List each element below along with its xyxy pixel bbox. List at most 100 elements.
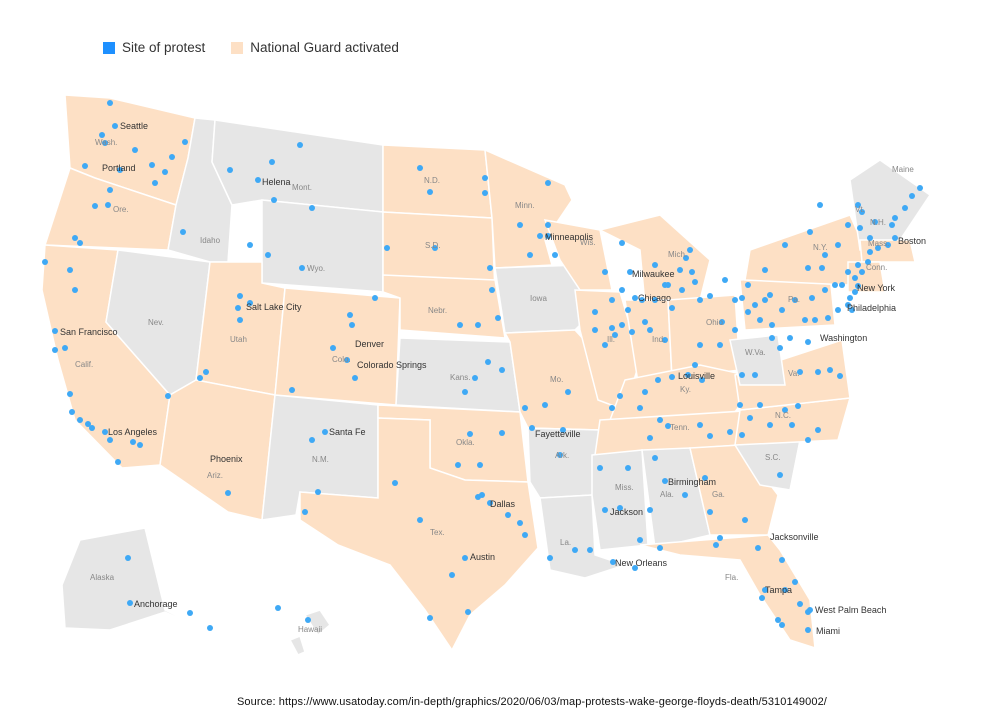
protest-dot — [867, 249, 873, 255]
state-label: N.M. — [312, 455, 329, 464]
state-labels: Wash. Ore. Calif. Nev. Idaho Mont. Wyo. Utah Ari… — [75, 138, 914, 634]
protest-dot — [467, 431, 473, 437]
protest-dot — [627, 269, 633, 275]
protest-dot — [612, 332, 618, 338]
protest-dot — [745, 282, 751, 288]
protest-dot — [417, 165, 423, 171]
protest-dot — [72, 287, 78, 293]
protest-dot — [602, 342, 608, 348]
protest-dot — [52, 347, 58, 353]
protest-dot — [757, 402, 763, 408]
city-label: Boston — [898, 236, 926, 246]
protest-dot — [89, 425, 95, 431]
protest-dot — [807, 229, 813, 235]
city-labels: Seattle Portland Helena San Francisco Salt L… — [60, 121, 926, 636]
protest-dot — [752, 372, 758, 378]
state-label: Hawaii — [298, 625, 322, 634]
protest-dot — [115, 459, 121, 465]
protest-dot — [872, 219, 878, 225]
state-label: Pa. — [788, 295, 800, 304]
protest-dot — [769, 335, 775, 341]
state-label: N.D. — [424, 176, 440, 185]
state-wva — [729, 334, 786, 386]
protest-dot — [462, 389, 468, 395]
protest-dot — [875, 245, 881, 251]
state-mont — [211, 119, 384, 213]
protest-dot — [657, 545, 663, 551]
protest-dot — [82, 163, 88, 169]
state-wyo — [261, 199, 384, 293]
protest-dot — [117, 167, 123, 173]
city-label: Portland — [102, 163, 136, 173]
protest-dot — [815, 427, 821, 433]
state-label: Wyo. — [307, 264, 325, 273]
protest-dot — [812, 317, 818, 323]
protest-dot — [797, 369, 803, 375]
state-label: Vt. — [855, 205, 865, 214]
protest-dot — [727, 429, 733, 435]
protest-dot — [779, 622, 785, 628]
state-label: Ky. — [680, 385, 691, 394]
protest-dot — [472, 375, 478, 381]
protest-dot — [227, 167, 233, 173]
protest-dot — [742, 517, 748, 523]
city-label: Los Angeles — [108, 427, 158, 437]
protest-dot — [839, 282, 845, 288]
protest-dot — [737, 402, 743, 408]
protest-dot — [542, 402, 548, 408]
protest-dot — [625, 307, 631, 313]
protest-dot — [889, 222, 895, 228]
protest-dot — [805, 437, 811, 443]
state-wis — [543, 219, 613, 291]
protest-dot — [477, 462, 483, 468]
protest-dot — [745, 309, 751, 315]
protest-dot — [692, 279, 698, 285]
protest-dot — [42, 259, 48, 265]
protest-dot — [702, 475, 708, 481]
protest-dot — [85, 421, 91, 427]
protest-dot — [552, 252, 558, 258]
city-label: Fayetteville — [535, 429, 581, 439]
protest-dot — [707, 509, 713, 515]
protest-dot — [69, 409, 75, 415]
state-label: Calif. — [75, 360, 93, 369]
protest-dot — [165, 393, 171, 399]
protest-dot — [687, 247, 693, 253]
protest-dot — [665, 423, 671, 429]
protest-dot — [855, 262, 861, 268]
protest-dot — [602, 507, 608, 513]
guard-swatch — [231, 41, 244, 54]
protest-dot — [789, 422, 795, 428]
state-label: S.D. — [425, 241, 441, 250]
protest-dot — [657, 417, 663, 423]
protest-dot — [465, 609, 471, 615]
protest-dot — [809, 295, 815, 301]
protest-dot — [722, 277, 728, 283]
protest-dot — [767, 292, 773, 298]
protest-dot — [865, 259, 871, 265]
protest-dot — [739, 295, 745, 301]
protest-dot — [832, 282, 838, 288]
protest-dot — [769, 322, 775, 328]
state-ne — [849, 159, 932, 251]
state-label: Mass. — [868, 239, 889, 248]
protest-dot — [522, 405, 528, 411]
city-label: Jacksonville — [770, 532, 819, 542]
protest-dot — [699, 377, 705, 383]
protest-dot — [859, 209, 865, 215]
protest-dot — [105, 202, 111, 208]
protest-dot — [642, 319, 648, 325]
protest-dot — [475, 322, 481, 328]
protest-dot — [835, 242, 841, 248]
protest-dot — [537, 233, 543, 239]
state-label: Alaska — [90, 573, 115, 582]
protest-dot — [547, 555, 553, 561]
protest-dot — [545, 233, 551, 239]
state-label: Wis. — [580, 238, 596, 247]
state-label: Mo. — [550, 375, 563, 384]
protest-dot — [237, 317, 243, 323]
protest-dot — [427, 615, 433, 621]
protest-dot — [102, 429, 108, 435]
state-label: Wash. — [95, 138, 117, 147]
